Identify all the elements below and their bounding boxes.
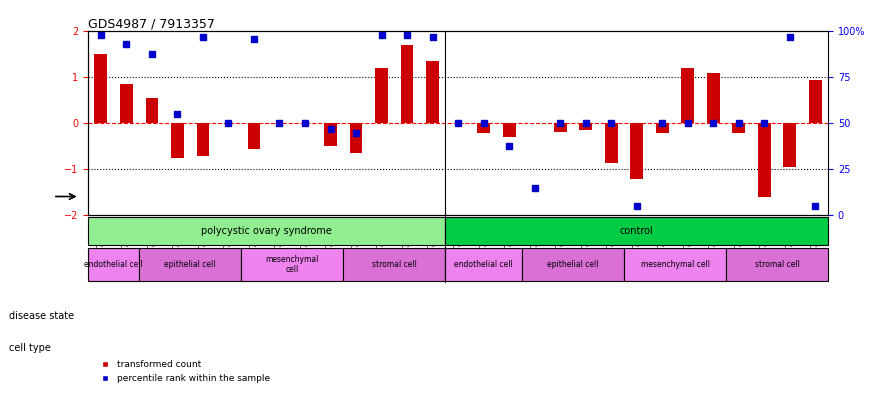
- Legend: transformed count, percentile rank within the sample: transformed count, percentile rank withi…: [93, 357, 274, 387]
- Bar: [732, 123, 745, 133]
- Bar: [580, 123, 592, 130]
- Bar: [809, 80, 822, 123]
- Bar: [120, 84, 133, 123]
- Bar: [605, 123, 618, 163]
- Bar: [145, 98, 159, 123]
- FancyBboxPatch shape: [344, 248, 446, 281]
- FancyBboxPatch shape: [446, 217, 828, 244]
- FancyBboxPatch shape: [139, 248, 241, 281]
- Bar: [248, 123, 261, 149]
- Text: disease state: disease state: [9, 311, 74, 321]
- FancyBboxPatch shape: [726, 248, 828, 281]
- Bar: [655, 123, 669, 133]
- Bar: [426, 61, 439, 123]
- FancyBboxPatch shape: [522, 248, 624, 281]
- FancyBboxPatch shape: [446, 248, 522, 281]
- Bar: [707, 73, 720, 123]
- FancyBboxPatch shape: [88, 217, 446, 244]
- FancyBboxPatch shape: [88, 248, 139, 281]
- Bar: [94, 55, 107, 123]
- FancyBboxPatch shape: [624, 248, 726, 281]
- Text: GDS4987 / 7913357: GDS4987 / 7913357: [88, 17, 215, 30]
- Bar: [171, 123, 184, 158]
- Bar: [681, 68, 694, 123]
- Bar: [631, 123, 643, 179]
- Bar: [350, 123, 362, 153]
- Bar: [324, 123, 337, 147]
- Bar: [375, 68, 388, 123]
- Text: stromal cell: stromal cell: [372, 260, 417, 269]
- Text: control: control: [620, 226, 654, 236]
- Text: polycystic ovary syndrome: polycystic ovary syndrome: [201, 226, 332, 236]
- Text: endothelial cell: endothelial cell: [85, 260, 143, 269]
- Text: cell type: cell type: [9, 343, 51, 353]
- Text: mesenchymal cell: mesenchymal cell: [640, 260, 709, 269]
- Bar: [554, 123, 566, 132]
- Text: epithelial cell: epithelial cell: [165, 260, 216, 269]
- Bar: [401, 45, 413, 123]
- Bar: [503, 123, 515, 137]
- Text: mesenchymal
cell: mesenchymal cell: [265, 255, 319, 274]
- Bar: [783, 123, 796, 167]
- Bar: [196, 123, 210, 156]
- Text: stromal cell: stromal cell: [755, 260, 800, 269]
- Text: endothelial cell: endothelial cell: [455, 260, 513, 269]
- Bar: [758, 123, 771, 197]
- Bar: [478, 123, 490, 133]
- FancyBboxPatch shape: [241, 248, 344, 281]
- Text: epithelial cell: epithelial cell: [547, 260, 599, 269]
